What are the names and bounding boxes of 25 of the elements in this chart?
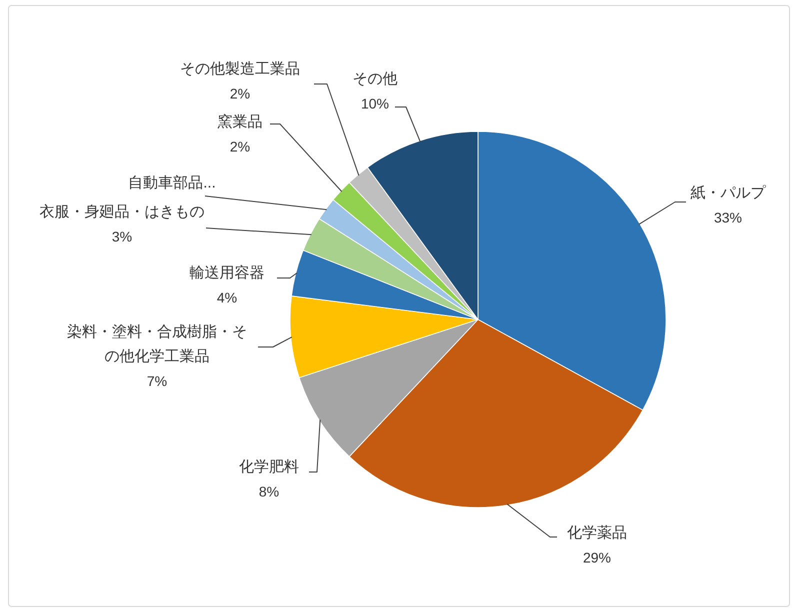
data-label: 7% [146,373,168,389]
data-label: 29% [582,550,612,566]
label: 窯業品 2% [218,114,342,192]
data-label: 4% [216,290,238,306]
data-label: 33% [714,210,742,226]
data-label: 8% [258,484,280,500]
data-label: 2% [230,86,250,102]
label: 染料・塗料・合成樹脂・その他化学工業品 7% [67,324,292,389]
slice-label: 化学肥料 [239,458,299,476]
data-label: 10% [360,96,390,112]
slice-label: 輸送用容器 [190,264,264,282]
slice-label: 窯業品 [218,114,262,130]
label: 紙・パルプ 33% [638,184,766,226]
slice-label: その他 [352,70,398,88]
data-label: 3% [112,228,132,244]
label: 化学肥料 8% [239,419,321,500]
label: 化学薬品 29% [506,504,627,566]
data-label: 2% [230,138,250,154]
slice-label: 自動車部品... [128,174,216,192]
slice-label: 紙・パルプ [690,184,766,202]
slice-label: その他製造工業品 [180,60,300,78]
label: 輸送用容器 4% [190,264,298,306]
slice-label: 化学薬品 [567,524,627,542]
label: その他 10% [352,70,421,142]
slice-label: 染料・塗料・合成樹脂・その他化学工業品 [67,324,247,365]
